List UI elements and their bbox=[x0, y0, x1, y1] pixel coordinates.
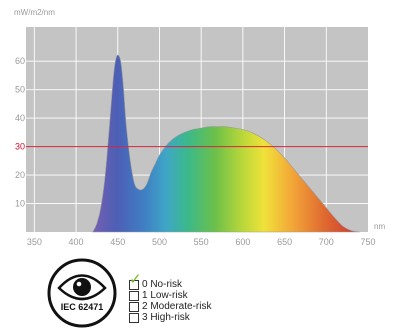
risk-item-2: 2 Moderate-risk bbox=[129, 301, 211, 312]
y-tick-label: 60 bbox=[15, 56, 25, 66]
risk-label-0: 0 No-risk bbox=[142, 279, 183, 290]
risk-checkbox-0[interactable]: ✓ bbox=[129, 271, 142, 290]
badge-label: IEC 62471 bbox=[60, 302, 104, 312]
risk-checkbox-2[interactable] bbox=[129, 301, 139, 312]
x-tick-label: 750 bbox=[360, 237, 375, 247]
y-tick-label: 10 bbox=[15, 199, 25, 209]
risk-item-3: 3 High-risk bbox=[129, 312, 211, 323]
x-tick-label: 550 bbox=[194, 237, 209, 247]
eye-icon bbox=[47, 258, 117, 328]
y-axis-label: mW/m2/nm bbox=[14, 8, 55, 17]
x-tick-label: 650 bbox=[277, 237, 292, 247]
risk-label-2: 2 Moderate-risk bbox=[142, 301, 212, 312]
x-tick-label: 450 bbox=[110, 237, 125, 247]
axis-ticks: 350 400 450 500 550 600 650 700 750 10 20 30 40 50 60 bbox=[15, 56, 376, 247]
risk-label-3: 3 High-risk bbox=[142, 312, 190, 323]
y-tick-label: 30 bbox=[15, 142, 25, 152]
checkmark-icon: ✓ bbox=[129, 269, 142, 288]
risk-checkbox-3[interactable] bbox=[129, 312, 139, 323]
iec-badge: IEC 62471 bbox=[44, 257, 120, 329]
x-tick-label: 400 bbox=[69, 237, 84, 247]
risk-checkbox-1[interactable] bbox=[129, 290, 139, 301]
risk-label-1: 1 Low-risk bbox=[142, 290, 188, 301]
x-tick-label: 600 bbox=[235, 237, 250, 247]
risk-item-0: ✓ 0 No-risk bbox=[129, 271, 211, 290]
risk-item-1: 1 Low-risk bbox=[129, 290, 211, 301]
x-axis-label: nm bbox=[374, 222, 385, 231]
x-tick-label: 700 bbox=[319, 237, 334, 247]
spectrum-chart: 350 400 450 500 550 600 650 700 750102030405060 … bbox=[14, 8, 385, 247]
spectrum-area bbox=[92, 54, 360, 233]
x-tick-label: 350 bbox=[27, 237, 42, 247]
x-tick-label: 500 bbox=[152, 237, 167, 247]
y-tick-label: 20 bbox=[15, 170, 25, 180]
y-tick-label: 50 bbox=[15, 85, 25, 95]
risk-group-list: ✓ 0 No-risk 1 Low-risk 2 Moderate-risk 3… bbox=[129, 271, 211, 323]
y-tick-label: 40 bbox=[15, 113, 25, 123]
